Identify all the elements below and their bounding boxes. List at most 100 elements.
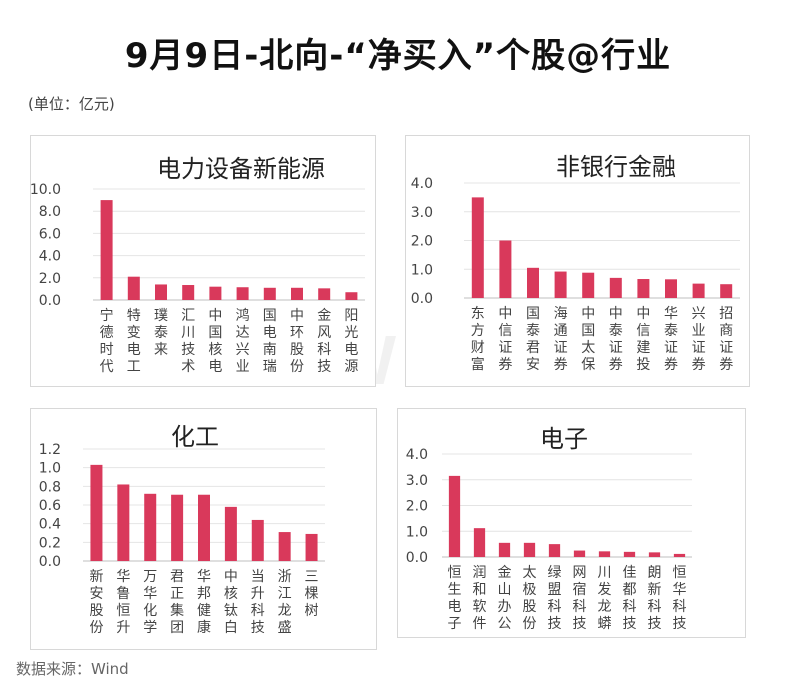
bar	[548, 544, 561, 557]
chart-panel-electronics: 电子 0.0 1.0 2.0 3.0 4.0 恒生电子 润和软件 金山办公 太极股份 绿盟科技 网宿科…	[397, 408, 746, 638]
x-tick-label: 君正集团	[170, 569, 184, 636]
x-tick-label: 金山办公	[498, 565, 512, 632]
x-tick-label: 国电南瑞	[263, 308, 277, 375]
chart-electronics: 电子 0.0 1.0 2.0 3.0 4.0 恒生电子润和软件金山办公太极股份绿盟科技网宿科…	[406, 425, 692, 632]
bar	[117, 484, 130, 561]
y-tick-label: 2.0	[406, 499, 428, 515]
bar	[623, 551, 636, 557]
x-tick-label: 阳光电源	[344, 308, 358, 375]
bar	[90, 464, 103, 561]
y-tick-label: 10.0	[31, 182, 61, 198]
bar	[127, 276, 140, 300]
y-tick-label: 8.0	[39, 204, 61, 220]
x-tick-label: 中信建投	[636, 306, 650, 373]
source-label: 数据来源：Wind	[16, 660, 129, 678]
bar	[473, 528, 486, 557]
chart-panel-chemical: 化工 0.0 0.2 0.4 0.6 0.8 1.0 1.2 新安股份 华鲁恒升 万华化学 君正集团华…	[30, 408, 377, 650]
x-tick-label: 中核钛白	[224, 569, 238, 636]
bar	[498, 542, 511, 557]
y-tick-label: 0.0	[406, 550, 428, 566]
bar	[673, 553, 686, 557]
bar	[598, 551, 611, 557]
x-tick-label: 金风科技	[317, 308, 331, 375]
x-tick-label: 三棵树	[305, 569, 319, 619]
x-tick-label: 中国核电	[208, 308, 222, 375]
y-tick-label: 0.0	[39, 554, 61, 570]
x-tick-label: 太极股份	[523, 565, 537, 632]
bar	[609, 277, 622, 298]
bar	[236, 287, 249, 300]
bar	[527, 267, 539, 298]
x-tick-label: 招商证券	[719, 306, 733, 373]
x-tick-label: 华邦健康	[197, 569, 211, 636]
x-tick-label: 海通证券	[554, 306, 568, 373]
chart-title: 化工	[171, 423, 219, 451]
y-tick-label: 0.2	[39, 535, 61, 551]
y-tick-label: 1.0	[411, 262, 433, 278]
bar	[171, 494, 184, 561]
chart-non-bank-finance: 非银行金融 0.0 1.0 2.0 3.0 4.0 东方财富中信证券国泰君安海通证券中国太保…	[411, 153, 740, 373]
x-tick-label: 川发龙蟒	[598, 565, 612, 632]
y-tick-label: 0.4	[39, 517, 61, 533]
x-tick-label: 特变电工	[127, 308, 141, 375]
bar	[448, 475, 461, 557]
y-tick-label: 0.6	[39, 498, 61, 514]
bar	[155, 284, 167, 300]
bar	[648, 552, 661, 557]
bar	[291, 287, 303, 300]
unit-label: (单位：亿元)	[28, 95, 115, 113]
y-tick-label: 3.0	[411, 205, 433, 221]
x-tick-label: 鸿达兴业	[236, 307, 250, 375]
y-tick-label: 4.0	[411, 176, 433, 192]
x-tick-label: 华泰证券	[664, 306, 678, 373]
chart-panel-power-equipment: 电力设备新能源 0.0 2.0 4.0 6.0 8.0 10.0 宁德时代 特变电工 璞泰来 汇川技…	[30, 135, 376, 387]
y-tick-label: 1.2	[39, 442, 61, 458]
bar	[100, 200, 113, 300]
y-tick-label: 4.0	[39, 249, 61, 265]
bar	[209, 286, 222, 300]
y-tick-label: 1.0	[39, 461, 61, 477]
y-tick-label: 0.0	[411, 291, 433, 307]
bar	[523, 542, 536, 557]
bar	[499, 240, 512, 298]
x-tick-label: 东方财富	[471, 306, 485, 373]
chart-title: 电子	[540, 425, 588, 453]
x-tick-label: 当升科技	[251, 569, 265, 636]
chart-power-equipment: 电力设备新能源 0.0 2.0 4.0 6.0 8.0 10.0 宁德时代特变电工璞泰来汇川技…	[31, 155, 365, 375]
bar	[144, 493, 157, 561]
bar	[263, 287, 276, 300]
bar	[720, 284, 733, 298]
bar	[198, 494, 210, 561]
y-tick-label: 2.0	[39, 271, 61, 287]
bar	[224, 506, 237, 561]
bar	[665, 279, 677, 298]
x-tick-label: 中国太保	[581, 306, 595, 373]
y-tick-label: 1.0	[406, 524, 428, 540]
bar	[692, 283, 705, 298]
bar	[278, 532, 291, 561]
x-tick-label: 新安股份	[89, 569, 103, 636]
x-tick-label: 华鲁恒升	[116, 569, 130, 636]
bar	[182, 285, 195, 300]
bar	[345, 292, 358, 300]
x-tick-label: 佳都科技	[623, 565, 637, 632]
x-tick-label: 中信证券	[498, 306, 512, 373]
x-tick-label: 恒生电子	[448, 565, 462, 632]
x-tick-label: 汇川技术	[181, 308, 195, 375]
y-tick-label: 2.0	[411, 234, 433, 250]
chart-panel-non-bank-finance: 非银行金融 0.0 1.0 2.0 3.0 4.0 东方财富 中信证券 国泰君安 海通证券 中国太保…	[405, 135, 750, 387]
bar	[471, 197, 484, 298]
y-tick-label: 3.0	[406, 473, 428, 489]
x-tick-label: 网宿科技	[573, 565, 587, 632]
chart-title: 电力设备新能源	[157, 155, 325, 183]
bar	[305, 533, 318, 561]
x-tick-label: 璞泰来	[154, 308, 168, 358]
page-title: 9月9日-北向-“净买入”个股@行业	[124, 36, 672, 76]
x-tick-label: 中泰证券	[609, 306, 623, 373]
x-tick-label: 兴业证券	[692, 306, 706, 373]
x-tick-label: 国泰君安	[526, 306, 540, 373]
x-tick-label: 中环股份	[290, 308, 304, 375]
chart-chemical: 化工 0.0 0.2 0.4 0.6 0.8 1.0 1.2 新安股份华鲁恒升万华化学君正集团华…	[39, 423, 325, 636]
y-tick-label: 0.0	[39, 293, 61, 309]
bar	[318, 288, 331, 300]
